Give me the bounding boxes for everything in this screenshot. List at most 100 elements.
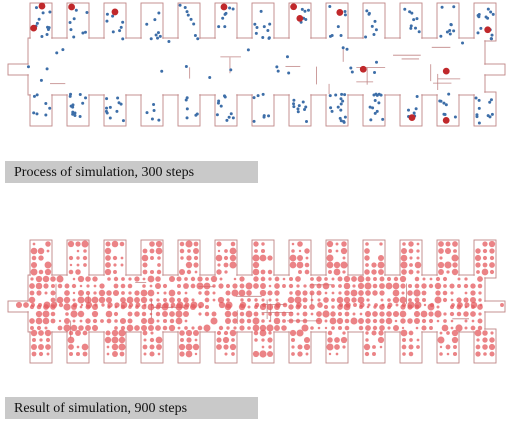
visit [253,330,259,336]
agent [192,22,196,26]
visit [142,248,148,254]
visit [488,240,496,248]
visit [296,312,300,316]
visit [168,324,176,332]
visit [204,290,210,296]
agent [370,24,374,28]
visit [210,275,218,283]
visit [478,298,482,302]
visit [86,284,90,288]
visit [401,337,407,343]
agent [156,31,160,35]
visit [224,352,228,356]
visit [324,319,328,323]
visit [456,297,462,303]
visit [266,303,274,311]
visit [478,291,482,295]
visit [305,352,309,356]
visit [147,289,155,297]
agent [111,30,115,34]
visit [273,317,281,325]
agent [55,51,59,55]
visit [331,326,335,330]
visit [46,249,50,253]
agent [409,24,413,28]
visit [372,325,378,331]
agent [48,106,52,110]
visit [15,301,23,309]
agent [297,104,301,108]
visit [31,303,35,307]
visit [358,325,364,331]
agent [365,9,369,13]
visit [105,330,111,336]
visit [156,298,160,302]
visit [239,283,245,289]
visit [267,290,273,296]
agent [183,5,187,9]
visit [322,310,330,318]
visit [380,298,384,302]
visit [107,302,113,308]
agent [491,12,495,16]
visit [335,242,339,246]
visit [126,324,134,332]
visit [421,318,427,324]
agent [268,22,272,26]
agent [489,37,493,41]
agent [477,15,481,19]
agent [296,110,300,114]
visit [429,277,433,281]
agent [108,105,112,109]
agent [217,25,221,29]
visit [203,324,211,332]
visit [358,318,364,324]
visit [316,290,322,296]
visit [267,255,273,261]
visit [106,318,112,324]
visit [64,318,70,324]
visit [310,277,314,281]
agent [412,18,416,22]
visit [413,289,421,297]
visit [38,330,44,336]
visit [402,242,406,246]
agent [412,111,416,115]
visit [450,319,454,323]
visit [489,248,495,254]
visit [379,276,385,282]
visit [482,248,488,254]
visit [126,296,134,304]
visit [267,269,273,275]
visit [177,326,181,330]
visit [162,283,168,289]
agent [415,17,419,21]
visit [446,331,450,335]
visit [338,284,342,288]
visit [162,311,168,317]
leader [68,3,75,11]
visit [42,310,50,318]
agent [84,96,88,100]
visit [38,344,44,350]
visit [119,351,125,357]
agent [341,46,345,50]
agent [73,113,77,117]
visit [295,276,301,282]
visit [112,289,120,297]
visit [267,337,273,343]
visit [464,319,468,323]
visit [121,277,125,281]
visit [119,317,127,325]
visit [219,277,223,281]
agent [227,115,231,119]
visit [169,297,175,303]
visit [141,311,147,317]
visit [82,330,88,336]
visit [413,310,421,318]
visit [76,263,80,267]
visit [378,269,384,275]
visit [247,326,251,330]
agent [306,8,310,12]
agent [35,93,39,97]
